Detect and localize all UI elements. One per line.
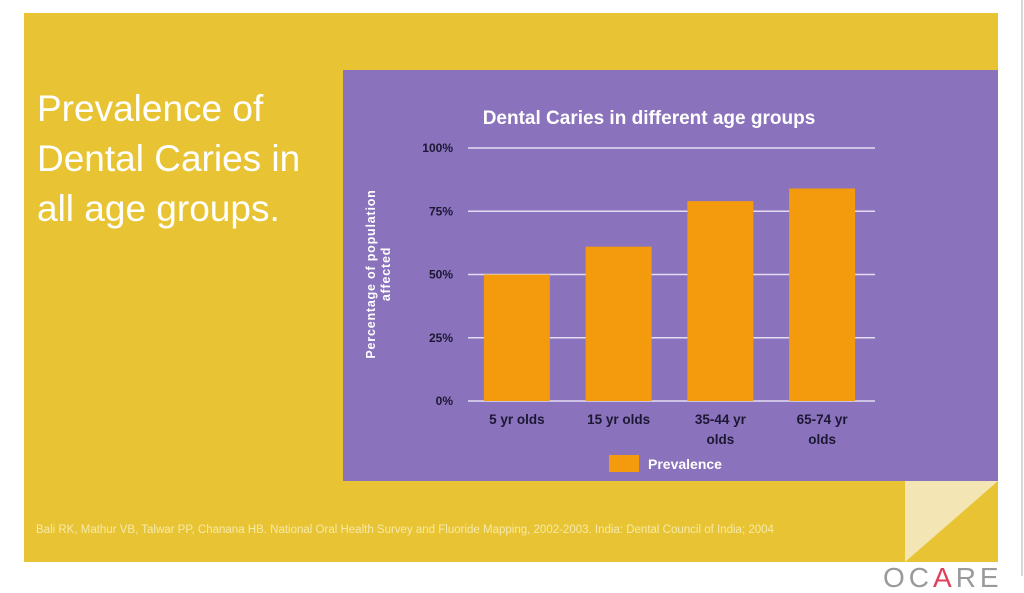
y-tick-label: 100% [422,141,453,155]
x-tick-label: 35-44 yr [695,412,747,427]
slide-title-line: Dental Caries in [37,138,301,179]
y-tick-labels: 0% 25% 50% 75% 100% [422,141,453,408]
page-fold-corner [905,481,998,562]
logo-text-post: RE [955,562,1003,593]
slide-title-line: Prevalence of [37,88,264,129]
bar-chart: Dental Caries in different age groups 0%… [364,108,875,472]
x-tick-label: olds [808,432,836,447]
y-axis-label-line: Percentage of population [364,189,378,358]
window-edge [1021,0,1023,576]
y-axis-label: Percentage of population affected [364,189,393,358]
x-tick-label: olds [706,432,734,447]
x-tick-label: 15 yr olds [587,412,650,427]
logo-text-accent: A [933,562,956,593]
slide-title: Prevalence of Dental Caries in all age g… [37,84,337,234]
legend: Prevalence [609,455,722,472]
legend-label: Prevalence [648,456,722,472]
chart-panel: Dental Caries in different age groups 0%… [343,70,998,481]
y-axis-label-line: affected [379,247,393,301]
y-tick-label: 25% [429,331,453,345]
logo: OCARE [883,563,1003,593]
chart-title: Dental Caries in different age groups [483,108,816,129]
x-tick-labels: 5 yr olds 15 yr olds 35-44 yr olds 65-74 yr o… [489,412,848,447]
y-tick-label: 0% [436,394,454,408]
citation: Bali RK, Mathur VB, Talwar PP, Chanana H… [36,524,774,536]
legend-swatch [609,455,639,472]
logo-text-pre: OC [883,562,933,593]
bar [585,246,652,401]
y-tick-label: 50% [429,268,453,282]
x-tick-label: 5 yr olds [489,412,545,427]
bar [483,274,550,401]
y-tick-label: 75% [429,204,453,218]
slide-title-line: all age groups. [37,188,280,229]
bar [789,188,856,401]
bar [687,201,754,401]
x-tick-label: 65-74 yr [797,412,849,427]
bars [483,188,856,401]
